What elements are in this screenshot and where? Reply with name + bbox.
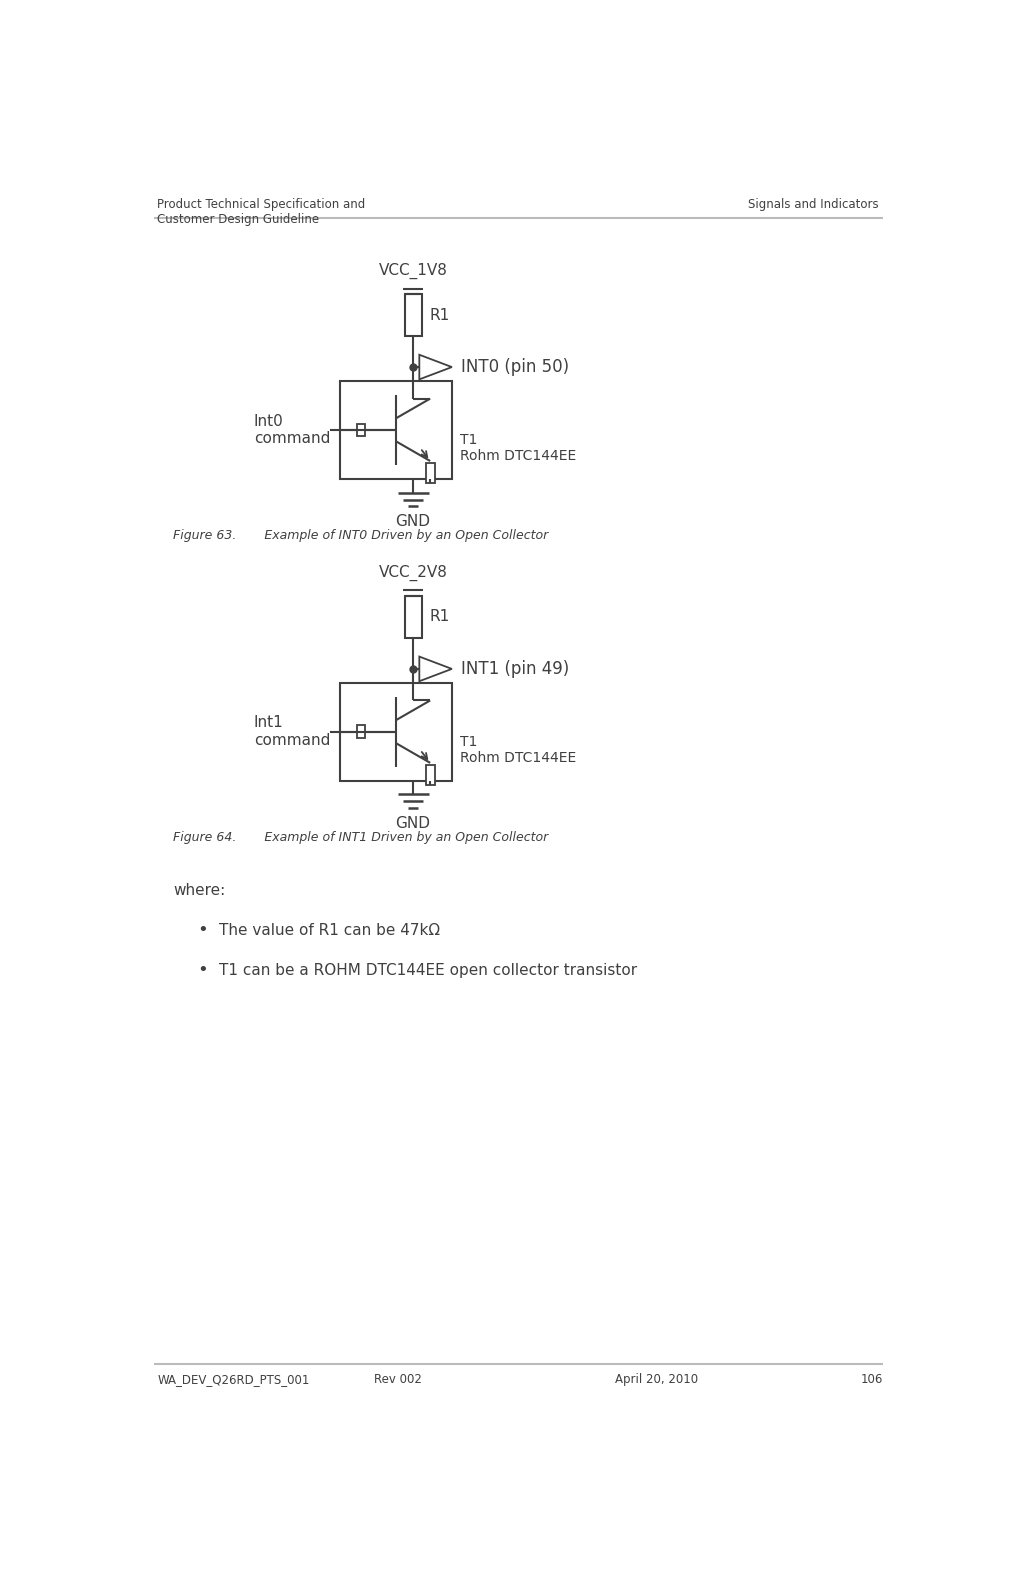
Text: •: •	[197, 921, 207, 939]
Bar	[340, 382, 452, 478]
Bar	[357, 424, 365, 435]
Text: Rev 002: Rev 002	[374, 1374, 423, 1387]
Bar	[426, 464, 435, 483]
Text: Signals and Indicators: Signals and Indicators	[748, 198, 879, 212]
Text: Int0
command: Int0 command	[254, 413, 331, 446]
Bar	[426, 765, 435, 785]
Text: T1
Rohm DTC144EE: T1 Rohm DTC144EE	[460, 432, 576, 462]
Bar	[357, 725, 365, 738]
Text: GND: GND	[395, 514, 431, 529]
Text: •: •	[197, 961, 207, 978]
Text: April 20, 2010: April 20, 2010	[615, 1374, 698, 1387]
Polygon shape	[420, 657, 452, 681]
Text: R1: R1	[430, 307, 450, 323]
Text: Figure 63.       Example of INT0 Driven by an Open Collector: Figure 63. Example of INT0 Driven by an …	[173, 529, 548, 541]
Text: VCC_2V8: VCC_2V8	[379, 565, 448, 581]
Text: VCC_1V8: VCC_1V8	[379, 263, 448, 279]
Polygon shape	[420, 355, 452, 380]
Text: Figure 64.       Example of INT1 Driven by an Open Collector: Figure 64. Example of INT1 Driven by an …	[173, 831, 548, 844]
Text: T1 can be a ROHM DTC144EE open collector transistor: T1 can be a ROHM DTC144EE open collector…	[219, 962, 638, 978]
Bar	[340, 682, 452, 780]
Bar	[404, 595, 422, 638]
Text: INT1 (pin 49): INT1 (pin 49)	[461, 660, 569, 678]
Text: WA_DEV_Q26RD_PTS_001: WA_DEV_Q26RD_PTS_001	[158, 1374, 309, 1387]
Bar	[404, 294, 422, 336]
Text: Int1
command: Int1 command	[254, 716, 331, 747]
Text: where:: where:	[173, 883, 225, 898]
Text: INT0 (pin 50): INT0 (pin 50)	[461, 358, 569, 377]
Text: R1: R1	[430, 609, 450, 624]
Text: 106: 106	[860, 1374, 883, 1387]
Text: The value of R1 can be 47kΩ: The value of R1 can be 47kΩ	[219, 923, 441, 939]
Text: GND: GND	[395, 815, 431, 831]
Text: T1
Rohm DTC144EE: T1 Rohm DTC144EE	[460, 735, 576, 765]
Text: Product Technical Specification and
Customer Design Guideline: Product Technical Specification and Cust…	[158, 198, 366, 226]
